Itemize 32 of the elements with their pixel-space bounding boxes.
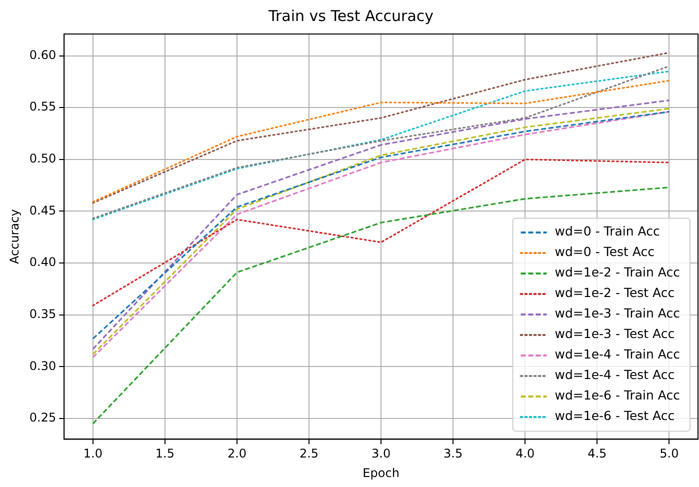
line-series bbox=[92, 80, 670, 203]
legend-label: wd=1e-6 - Test Acc bbox=[554, 408, 675, 424]
y-axis-title: Accuracy bbox=[7, 209, 22, 264]
y-tick-label: 0.40 bbox=[29, 255, 56, 270]
x-tick-label: 1.5 bbox=[155, 446, 175, 461]
y-tick-label: 0.25 bbox=[29, 410, 56, 425]
x-tick-label: 2.0 bbox=[227, 446, 247, 461]
y-tick-label: 0.50 bbox=[29, 152, 56, 166]
y-tick-label: 0.30 bbox=[29, 358, 56, 373]
y-tick-label: 0.60 bbox=[29, 48, 56, 62]
y-tick-label: 0.35 bbox=[29, 306, 56, 321]
legend-label: wd=1e-2 - Test Acc bbox=[554, 285, 675, 300]
legend-label: wd=1e-4 - Test Acc bbox=[554, 367, 675, 382]
legend-label: wd=1e-3 - Train Acc bbox=[554, 306, 680, 321]
legend-label: wd=1e-4 - Train Acc bbox=[554, 346, 680, 362]
line-series bbox=[92, 52, 670, 204]
y-tick-label: 0.45 bbox=[29, 203, 56, 218]
legend-label: wd=0 - Train Acc bbox=[554, 224, 660, 239]
legend-label: wd=0 - Test Acc bbox=[554, 244, 655, 260]
x-tick-label: 3.0 bbox=[372, 446, 391, 461]
chart-title: Train vs Test Accuracy bbox=[267, 6, 434, 25]
x-axis-title: Epoch bbox=[362, 466, 400, 480]
legend-label: wd=1e-2 - Train Acc bbox=[554, 264, 680, 280]
x-tick-label: 2.5 bbox=[299, 446, 319, 461]
x-tick-label: 4.0 bbox=[516, 446, 535, 461]
legend-label: wd=1e-6 - Train Acc bbox=[554, 388, 680, 403]
x-tick-label: 3.5 bbox=[444, 446, 463, 461]
legend-label: wd=1e-3 - Test Acc bbox=[554, 326, 675, 342]
x-tick-label: 1.0 bbox=[83, 446, 102, 461]
x-tick-label: 5.0 bbox=[660, 446, 679, 461]
x-tick-label: 4.5 bbox=[588, 446, 607, 461]
y-tick-label: 0.55 bbox=[29, 100, 56, 114]
